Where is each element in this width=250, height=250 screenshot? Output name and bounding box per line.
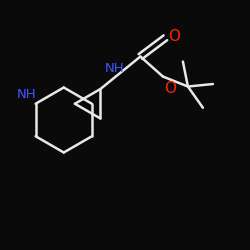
Text: NH: NH	[104, 62, 124, 75]
Text: O: O	[168, 29, 180, 44]
Text: O: O	[164, 81, 176, 96]
Text: NH: NH	[17, 88, 37, 101]
